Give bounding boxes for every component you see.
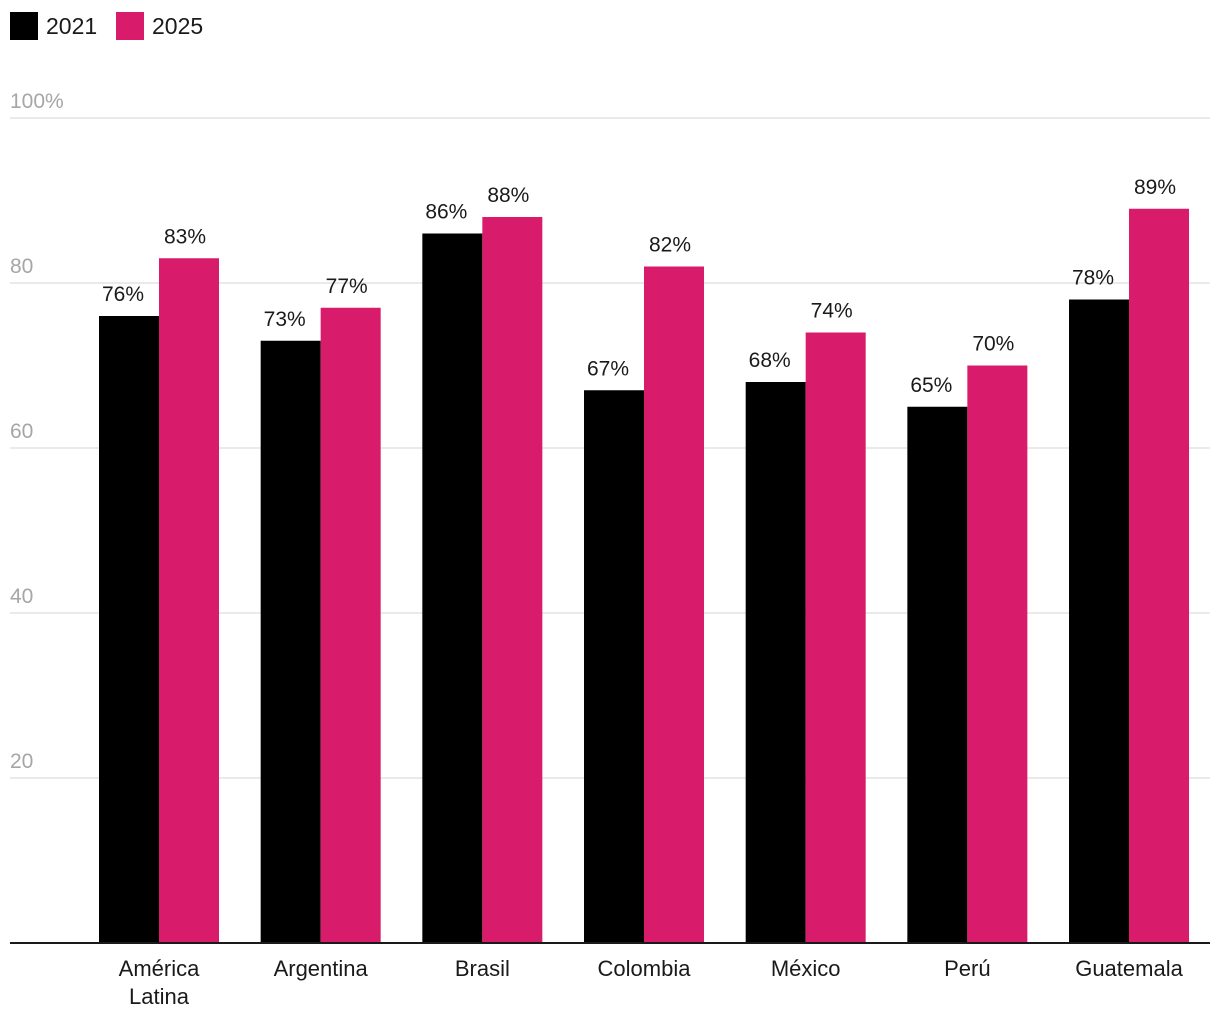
y-tick-label-60: 60 <box>10 420 33 443</box>
category-label-0-0: América <box>119 956 200 981</box>
data-label-2021-4: 68% <box>749 349 791 372</box>
category-label-3-0: Colombia <box>598 956 692 981</box>
legend-label-2021: 2021 <box>46 13 97 39</box>
bar-2025-5 <box>967 365 1028 943</box>
data-label-2021-3: 67% <box>587 357 629 380</box>
bar-2021-4 <box>745 382 806 943</box>
y-axis-ticks: 20 40 60 80 100% <box>10 90 64 773</box>
chart-bars <box>99 208 1190 943</box>
bar-2021-3 <box>584 390 645 943</box>
bar-2025-2 <box>482 217 543 943</box>
category-label-1-0: Argentina <box>274 956 369 981</box>
category-label-5-0: Perú <box>944 956 990 981</box>
data-label-2021-6: 78% <box>1072 267 1114 290</box>
legend-swatch-2021 <box>10 12 38 40</box>
data-label-2025-3: 82% <box>649 234 691 257</box>
bar-2021-2 <box>422 233 483 943</box>
legend-label-2025: 2025 <box>152 13 203 39</box>
legend-swatch-2025 <box>116 12 144 40</box>
category-label-2-0: Brasil <box>455 956 510 981</box>
data-label-2021-2: 86% <box>425 201 467 224</box>
data-label-2025-2: 88% <box>487 184 529 207</box>
bar-2025-4 <box>805 332 866 943</box>
bar-2025-6 <box>1129 208 1190 943</box>
y-tick-label-20: 20 <box>10 750 33 773</box>
bar-2021-5 <box>907 406 968 943</box>
chart-legend: 2021 2025 <box>10 12 203 40</box>
data-label-2021-1: 73% <box>264 308 306 331</box>
category-label-6-0: Guatemala <box>1075 956 1183 981</box>
bar-2025-1 <box>320 307 381 943</box>
chart-data-labels: 76% 83% 73% 77% 86% 88% 67% 82% 68% 74% 65% 70% 78% 8… <box>102 176 1176 397</box>
y-tick-label-80: 80 <box>10 255 33 278</box>
bar-2025-3 <box>644 266 705 943</box>
data-label-2021-5: 65% <box>910 374 952 397</box>
category-label-4-0: México <box>771 956 841 981</box>
bar-2021-6 <box>1069 299 1130 943</box>
bar-2021-1 <box>260 340 321 943</box>
bar-2025-0 <box>159 258 219 943</box>
data-label-2025-1: 77% <box>326 275 368 298</box>
data-label-2021-0: 76% <box>102 283 144 306</box>
data-label-2025-4: 74% <box>811 300 853 323</box>
category-label-0-1: Latina <box>129 984 190 1009</box>
bar-2021-0 <box>99 316 159 943</box>
y-tick-label-40: 40 <box>10 585 33 608</box>
data-label-2025-5: 70% <box>972 333 1014 356</box>
x-axis: América Latina Argentina Brasil Colombia Méxi… <box>10 942 1210 1009</box>
data-label-2025-0: 83% <box>164 225 206 248</box>
data-label-2025-6: 89% <box>1134 176 1176 199</box>
y-tick-label-100: 100% <box>10 90 64 113</box>
